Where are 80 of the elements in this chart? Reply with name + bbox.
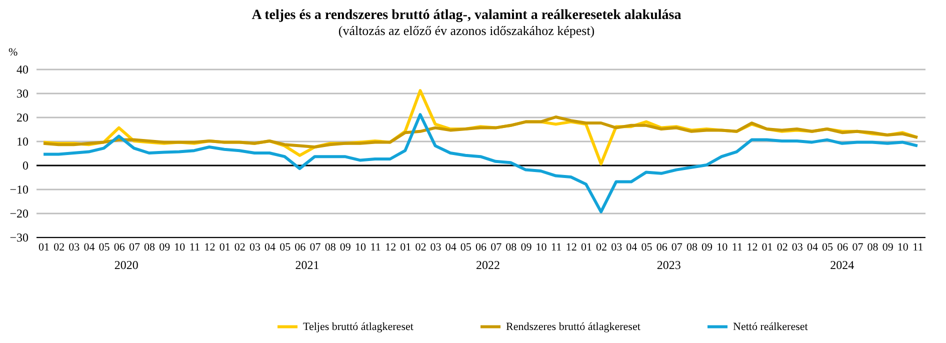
x-tick-label: 05 [822,242,834,254]
x-tick-label: 02 [54,242,65,254]
x-tick-label: 11 [732,242,742,254]
x-tick-label: 06 [656,242,668,254]
x-tick-label: 08 [324,242,336,254]
y-tick-label: −10 [10,182,28,196]
x-tick-label: 02 [596,242,608,254]
x-tick-label: 05 [280,242,292,254]
x-tick-label: 11 [370,242,381,254]
x-tick-label: 09 [520,242,532,254]
text: 2020 [114,258,138,272]
legend-label: Rendszeres bruttó átlagkereset [506,320,640,333]
legend-label: Nettó reálkereset [733,320,808,333]
x-tick-label: 04 [626,242,638,254]
legend-label: Teljes bruttó átlagkereset [303,320,414,333]
y-axis-title: % [8,46,18,58]
y-tick-label: 20 [16,110,28,124]
x-tick-label: 04 [264,242,276,254]
x-tick-label: 01 [762,242,773,254]
line-series [42,116,919,148]
x-tick-label: 08 [506,242,518,254]
y-tick-label: 10 [16,134,28,148]
x-tick-label: 02 [776,242,788,254]
x-tick-label: 11 [189,242,200,254]
x-tick-label: 12 [385,242,396,254]
x-tick-label: 07 [852,242,864,254]
x-tick-label: 08 [686,242,698,254]
x-tick-label: 09 [882,242,894,254]
x-tick-label: 03 [68,242,80,254]
x-tick-label: 12 [204,242,216,254]
text: 2023 [656,258,681,272]
x-tick-label: 10 [354,242,366,254]
y-tick-label: −30 [10,230,28,244]
x-tick-label: 10 [897,242,909,254]
chart-title: A teljes és a rendszeres bruttó átlag-, valamint a reálkeresetek alakulása [252,8,682,23]
x-tick-label: 07 [310,242,322,254]
x-tick-label: 03 [792,242,804,254]
text: 2022 [476,258,500,272]
text: 2024 [830,258,854,272]
x-tick-label: 07 [490,242,502,254]
y-tick-label: −20 [10,206,28,220]
x-tick-label: 01 [580,242,592,254]
x-tick-label: 02 [234,242,246,254]
x-tick-label: 04 [806,242,818,254]
x-tick-label: 04 [445,242,457,254]
x-tick-label: 11 [551,242,562,254]
x-tick-label: 04 [84,242,96,254]
x-tick-label: 03 [430,242,442,254]
x-tick-label: 11 [912,242,924,254]
x-tick-label: 05 [641,242,653,254]
x-tick-label: 10 [536,242,548,254]
y-tick-label: 30 [16,86,28,100]
x-tick-label: 05 [460,242,472,254]
y-tick-label: 40 [16,62,28,76]
x-tick-label: 03 [249,242,261,254]
x-tick-label: 02 [415,242,426,254]
x-tick-label: 07 [128,242,140,254]
x-tick-label: 12 [746,242,758,254]
x-tick-label: 06 [476,242,487,254]
y-tick-label: 0 [22,158,28,172]
x-tick-label: 01 [38,242,50,254]
line-series [42,113,919,214]
x-tick-label: 09 [159,242,171,254]
x-tick-label: 10 [174,242,186,254]
chart-subtitle: (változás az előző év azonos időszakához képest) [338,23,595,38]
x-tick-label: 12 [566,242,577,254]
x-tick-label: 10 [716,242,728,254]
x-tick-label: 09 [340,242,352,254]
x-tick-label: 09 [702,242,714,254]
x-tick-label: 08 [867,242,879,254]
x-tick-label: 01 [219,242,230,254]
x-tick-label: 05 [98,242,110,254]
x-tick-label: 06 [837,242,849,254]
x-tick-label: 08 [144,242,156,254]
x-tick-label: 03 [611,242,623,254]
x-tick-label: 07 [671,242,683,254]
x-tick-label: 06 [114,242,126,254]
x-tick-label: 06 [294,242,306,254]
text: 2021 [295,258,320,272]
x-tick-label: 01 [400,242,412,254]
